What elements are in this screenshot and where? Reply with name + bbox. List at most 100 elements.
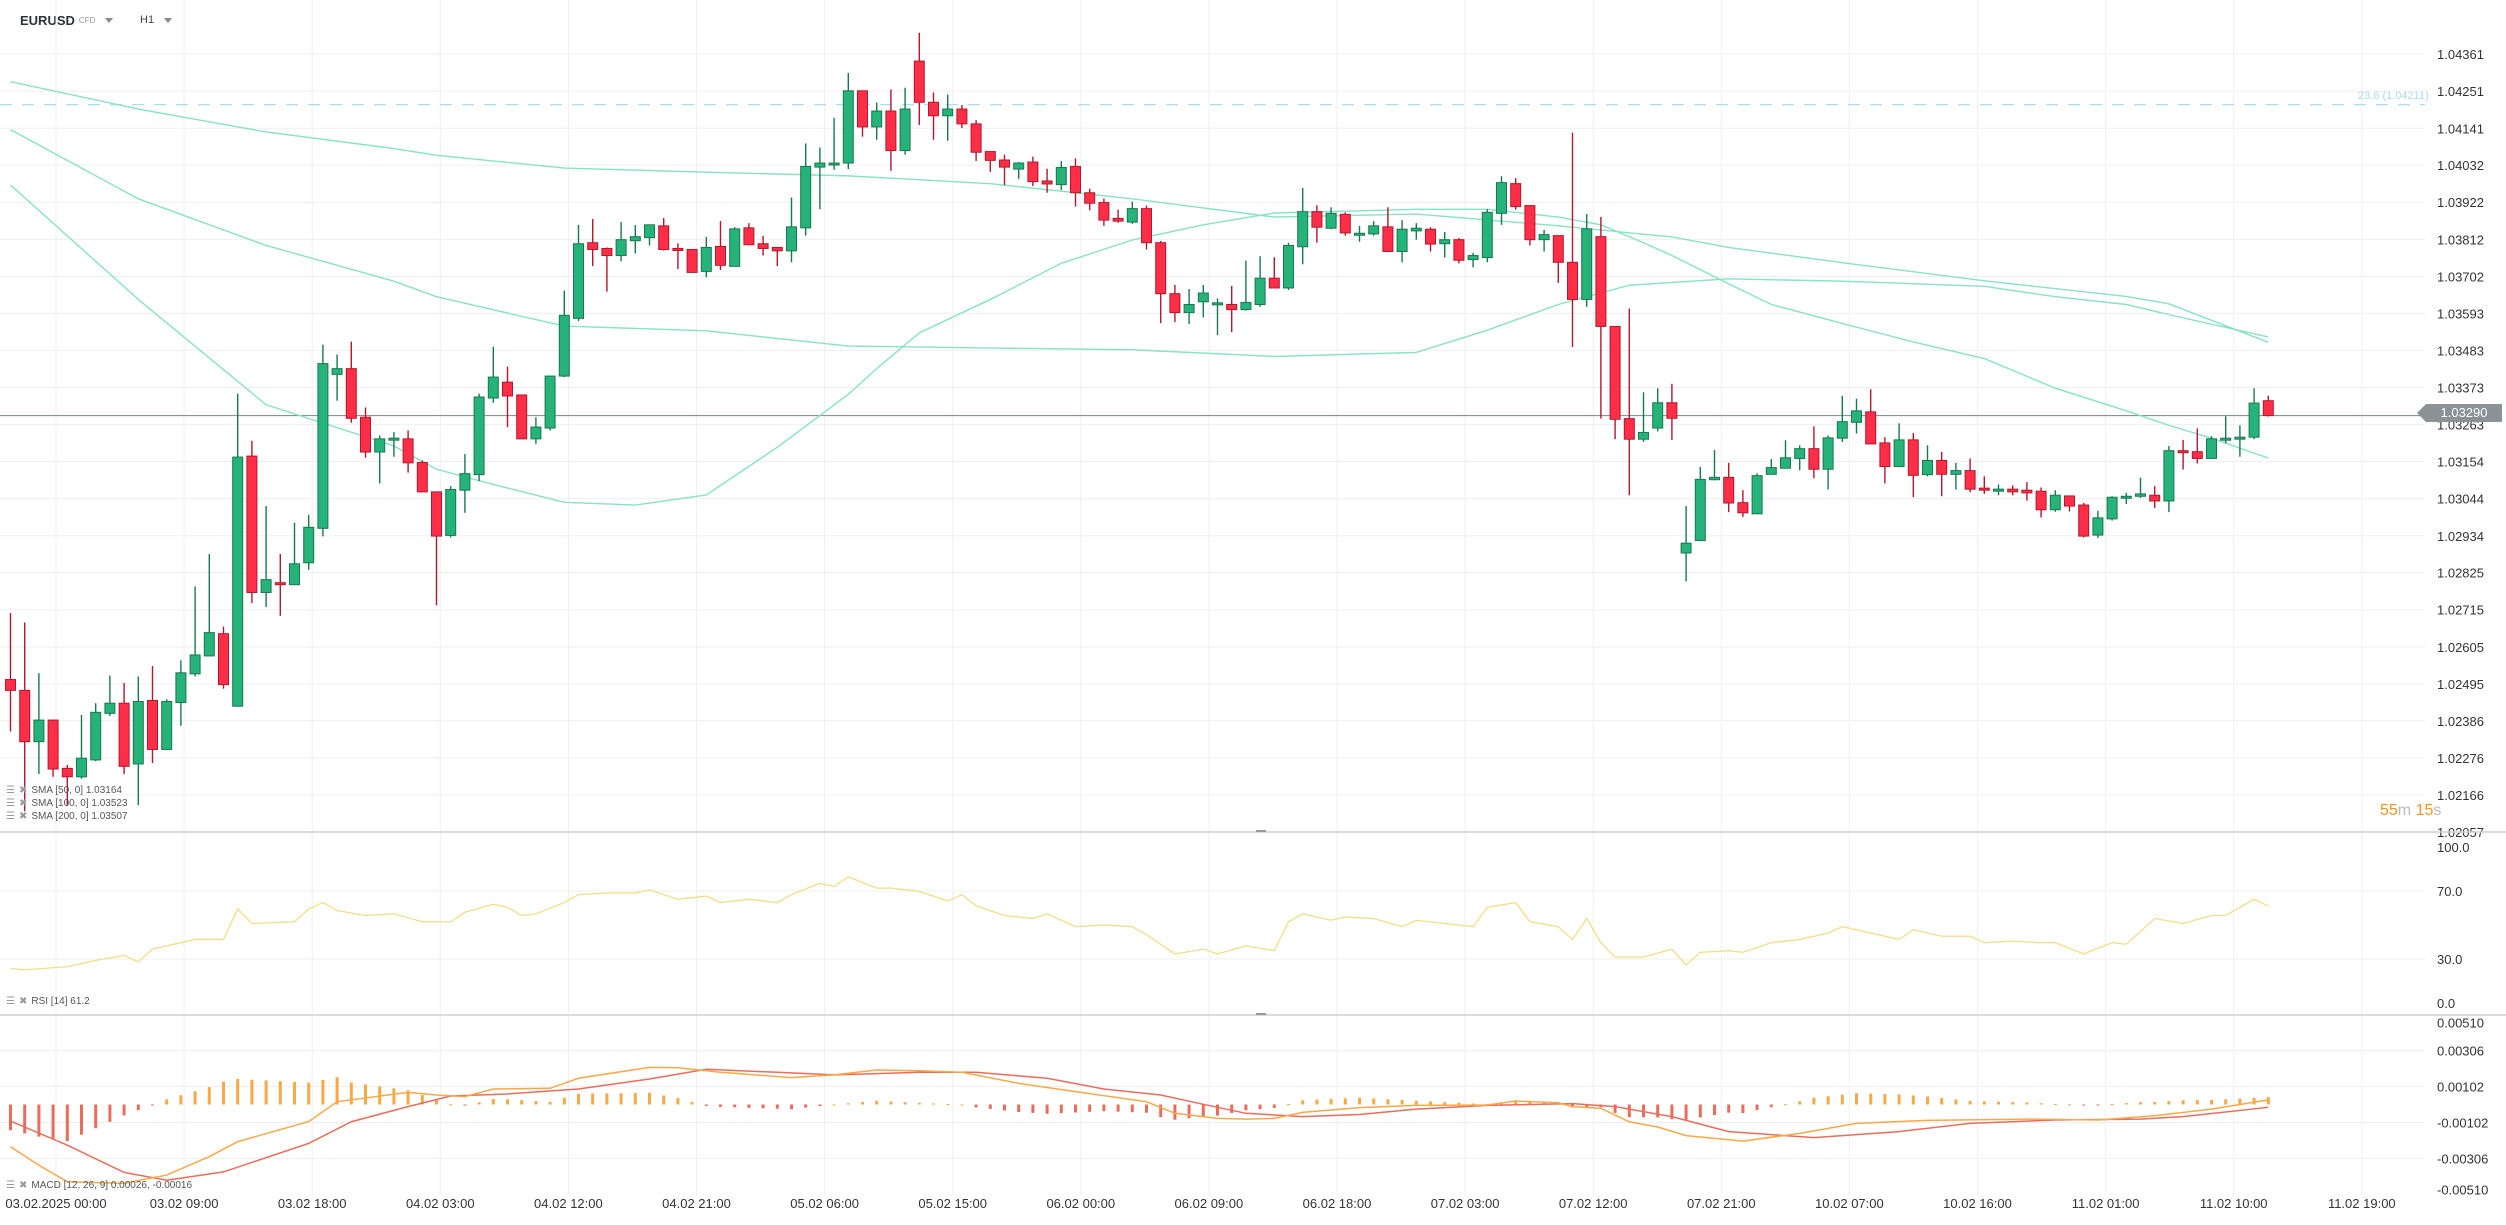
candle-body xyxy=(601,247,613,257)
close-icon[interactable]: ✖ xyxy=(18,785,28,796)
candle-body xyxy=(1283,244,1294,289)
time-axis-label: 03.02 09:00 xyxy=(150,1196,219,1211)
candle-body xyxy=(1254,277,1266,305)
macd-histogram-bar xyxy=(335,1077,339,1105)
candle-body xyxy=(587,242,599,250)
macd-histogram-bar xyxy=(548,1101,552,1105)
candle-bullish xyxy=(289,522,300,586)
macd-histogram-bar xyxy=(1869,1093,1873,1105)
candle-body xyxy=(814,162,826,168)
macd-histogram-bar xyxy=(2124,1103,2128,1105)
candle-bearish xyxy=(147,666,158,763)
macd-histogram-bar xyxy=(2238,1098,2242,1105)
macd-histogram-bar xyxy=(1954,1099,1958,1105)
price-axis-label: 1.03483 xyxy=(2437,343,2484,358)
candle-body xyxy=(1794,448,1806,459)
pane-resize-handle[interactable] xyxy=(1256,1013,1266,1015)
time-axis-label: 10.02 16:00 xyxy=(1943,1196,2012,1211)
macd-histogram-bar xyxy=(2068,1104,2071,1106)
candle-bullish xyxy=(1013,162,1025,179)
candle-bearish xyxy=(1723,462,1735,513)
close-icon[interactable]: ✖ xyxy=(18,798,28,809)
legend-rsi[interactable]: ☰ ✖ RSI [14] 61.2 xyxy=(6,996,90,1007)
candle-body xyxy=(1922,459,1933,476)
candle-body xyxy=(885,110,897,152)
candle-body xyxy=(1680,542,1692,554)
menu-icon[interactable]: ☰ xyxy=(6,996,15,1007)
candle-body xyxy=(2078,504,2090,537)
macd-histogram-bar xyxy=(1997,1101,2000,1105)
macd-histogram-bar xyxy=(1159,1104,1163,1117)
candle-body xyxy=(573,243,584,319)
legend-sma50[interactable]: ☰ ✖ SMA [50, 0] 1.03164 xyxy=(6,785,122,796)
candle-body xyxy=(47,719,59,770)
candle-bullish xyxy=(2135,477,2146,498)
macd-histogram-bar xyxy=(733,1104,737,1108)
candle-body xyxy=(2220,437,2232,441)
macd-axis-label: 0.00306 xyxy=(2437,1044,2484,1059)
legend-macd[interactable]: ☰ ✖ MACD [12, 26, 9] 0.00026, -0.00016 xyxy=(6,1180,192,1191)
candle-bearish xyxy=(1567,132,1578,348)
menu-icon[interactable]: ☰ xyxy=(6,811,15,822)
candle-body xyxy=(2262,400,2274,417)
candle-bearish xyxy=(984,151,996,172)
price-axis-label: 1.02934 xyxy=(2437,529,2484,544)
macd-histogram-bar xyxy=(1301,1100,1305,1105)
candle-body xyxy=(1694,478,1706,541)
candle-body xyxy=(1339,213,1351,234)
candle-body xyxy=(1609,325,1621,420)
menu-icon[interactable]: ☰ xyxy=(6,798,15,809)
candle-bullish xyxy=(942,94,954,141)
candle-body xyxy=(1496,182,1507,214)
macd-histogram-bar xyxy=(1940,1098,1944,1105)
candle-bullish xyxy=(1212,298,1223,336)
pane-resize-handle[interactable] xyxy=(1256,830,1266,832)
symbol-selector[interactable]: EURUSD CFD xyxy=(20,10,114,30)
macd-histogram-bar xyxy=(1358,1097,1361,1105)
legend-sma200[interactable]: ☰ ✖ SMA [200, 0] 1.03507 xyxy=(6,811,128,822)
candle-body xyxy=(189,654,201,675)
candle-body xyxy=(1240,301,1252,311)
candle-bullish xyxy=(2049,490,2061,512)
legend-sma100[interactable]: ☰ ✖ SMA [100, 0] 1.03523 xyxy=(6,798,128,809)
candle-body xyxy=(1893,439,1905,468)
candle-bullish xyxy=(33,673,45,775)
macd-histogram-bar xyxy=(690,1102,694,1105)
candle-bearish xyxy=(1226,285,1238,333)
close-icon[interactable]: ✖ xyxy=(18,996,28,1007)
candle-body xyxy=(942,108,954,117)
timeframe-selector[interactable]: H1 xyxy=(140,10,173,30)
candle-body xyxy=(1396,228,1408,252)
candle-bearish xyxy=(2064,495,2075,512)
candle-body xyxy=(544,375,556,429)
macd-histogram-bar xyxy=(1173,1104,1177,1120)
candle-body xyxy=(331,368,343,375)
chevron-down-icon xyxy=(105,17,114,23)
menu-icon[interactable]: ☰ xyxy=(6,1180,15,1191)
countdown-sec-unit: s xyxy=(2433,802,2442,819)
candle-bearish xyxy=(2149,486,2161,509)
close-icon[interactable]: ✖ xyxy=(18,811,28,822)
macd-histogram-bar xyxy=(662,1095,666,1105)
candle-bearish xyxy=(1141,205,1152,250)
macd-histogram-bar xyxy=(790,1104,793,1110)
candle-bullish xyxy=(1538,229,1550,252)
candle-body xyxy=(260,579,272,593)
macd-histogram-bar xyxy=(37,1104,41,1137)
time-axis-label: 07.02 03:00 xyxy=(1431,1196,1500,1211)
candle-bullish xyxy=(842,72,854,170)
candle-bullish xyxy=(203,553,215,657)
candle-body xyxy=(1481,211,1493,259)
macd-histogram-bar xyxy=(2224,1099,2228,1105)
candle-bullish xyxy=(459,454,471,513)
macd-histogram-bar xyxy=(1343,1098,1347,1105)
candle-body xyxy=(161,701,173,750)
macd-histogram-bar xyxy=(1911,1095,1915,1105)
macd-histogram-bar xyxy=(562,1097,566,1105)
macd-histogram-bar xyxy=(449,1104,453,1106)
candle-body xyxy=(1268,277,1280,289)
close-icon[interactable]: ✖ xyxy=(18,1180,28,1191)
candle-body xyxy=(999,159,1010,168)
menu-icon[interactable]: ☰ xyxy=(6,785,15,796)
